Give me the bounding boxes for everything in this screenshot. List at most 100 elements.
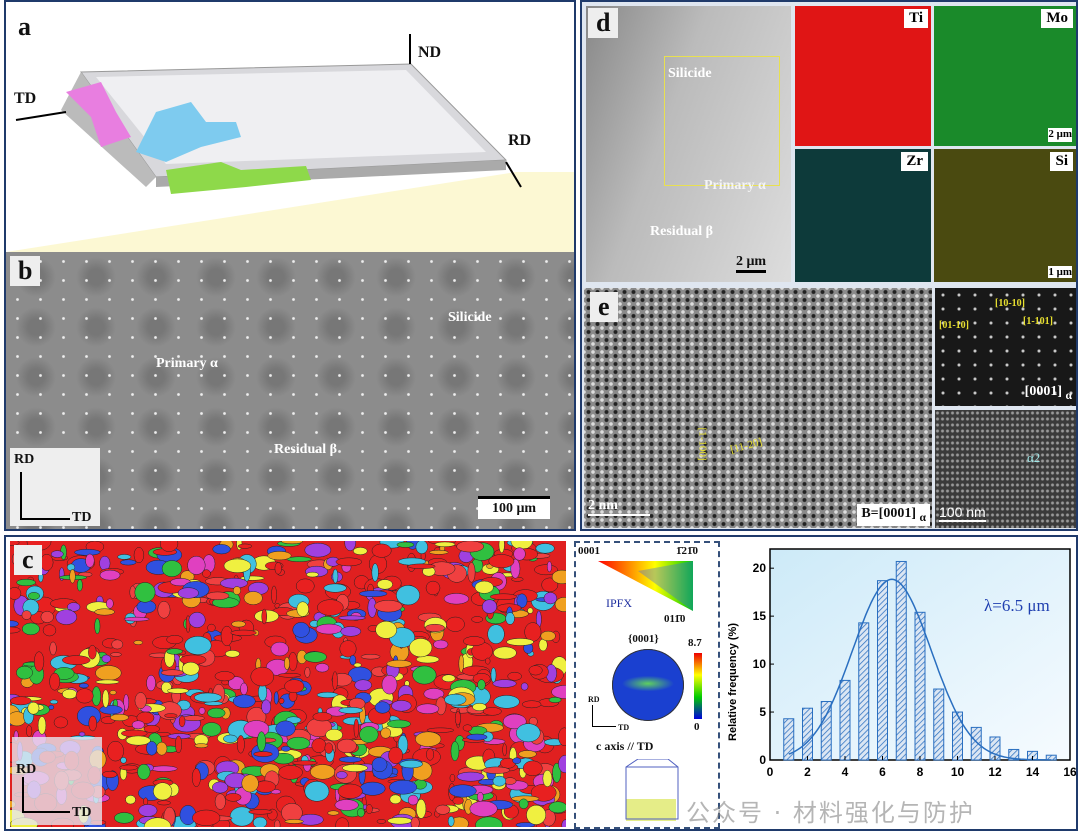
element-label: Ti — [904, 9, 928, 28]
ebsd-grain — [164, 713, 178, 718]
y-tick-label: 15 — [753, 609, 767, 623]
ebsd-grain — [477, 679, 486, 691]
ebsd-grain — [10, 626, 21, 634]
residual-beta-label: Residual β — [274, 442, 337, 457]
ebsd-grain — [136, 711, 155, 724]
ebsd-grain — [415, 731, 442, 747]
ebsd-grain — [306, 571, 319, 578]
ebsd-grain — [153, 782, 173, 801]
histogram-bar — [1008, 748, 1020, 761]
ipf-corner-1210: 1̄21̄0 — [676, 545, 698, 557]
ebsd-grain — [230, 629, 257, 636]
ebsd-grain — [359, 726, 379, 743]
x-tick-label: 16 — [1063, 765, 1076, 779]
ebsd-grain — [62, 688, 78, 700]
ebsd-grain — [284, 679, 305, 693]
ebsd-grain — [416, 703, 440, 714]
ebsd-grain — [311, 738, 327, 753]
ebsd-grain — [10, 696, 32, 706]
ebsd-grain — [241, 774, 259, 793]
ebsd-grain — [48, 704, 55, 710]
ebsd-grain — [120, 757, 127, 764]
ebsd-grain — [516, 593, 528, 608]
scale-bar: 2 μm — [1048, 128, 1072, 142]
ebsd-grain — [202, 569, 211, 578]
ebsd-grain — [150, 765, 178, 772]
ebsd-grain — [472, 702, 487, 712]
ebsd-grain — [357, 808, 365, 818]
ebsd-grain — [391, 700, 412, 712]
ebsd-grain — [334, 799, 359, 811]
ebsd-grain — [528, 665, 543, 676]
gaussian-fit-curve — [788, 578, 1052, 761]
ebsd-grain — [441, 674, 456, 683]
ebsd-grain — [78, 683, 89, 689]
ebsd-grain — [444, 693, 467, 706]
ebsd-grain — [505, 612, 515, 625]
ebsd-grain — [338, 756, 362, 763]
ebsd-grain — [232, 586, 241, 595]
ebsd-grain — [74, 549, 101, 556]
watermark: 公众号 · 材料强化与防护 — [686, 799, 975, 827]
histogram-bar — [895, 560, 907, 761]
ebsd-map — [10, 541, 566, 827]
sample-schematic — [6, 34, 574, 252]
ebsd-grain — [518, 798, 529, 809]
ebsd-grain — [277, 672, 302, 678]
ebsd-grain — [466, 733, 488, 741]
ebsd-grain — [201, 722, 222, 737]
ebsd-grain — [477, 791, 484, 802]
panel-a-label: a — [10, 12, 39, 42]
ebsd-grain — [191, 768, 201, 788]
ebsd-grain — [207, 707, 226, 719]
ebsd-grain — [527, 607, 534, 614]
histogram-bar — [839, 679, 851, 761]
ebsd-grain — [243, 591, 263, 605]
ebsd-grain — [49, 699, 59, 705]
ebsd-grain — [389, 794, 402, 805]
ebsd-grain — [551, 569, 566, 585]
ebsd-grain — [359, 781, 386, 796]
ebsd-grain — [88, 715, 97, 732]
zone-axis-text: B=[0001] — [861, 506, 916, 522]
ebsd-grain — [161, 560, 183, 577]
ebsd-grain — [449, 773, 456, 783]
fft-pattern: [01-10] [10-10] [1-101] [0001] α — [935, 288, 1076, 406]
ebsd-grain — [273, 691, 279, 705]
ebsd-grain — [125, 795, 136, 805]
ebsd-grain — [37, 716, 47, 735]
ebsd-grain — [78, 731, 86, 737]
ebsd-grain — [471, 616, 484, 623]
ebsd-grain — [274, 562, 282, 575]
ebsd-grain — [463, 636, 485, 647]
zone-axis-sub: α — [919, 511, 926, 524]
ebsd-grain — [399, 760, 423, 769]
ebsd-grain — [512, 757, 522, 764]
panel-c-label: c — [14, 545, 42, 575]
ebsd-grain — [292, 622, 310, 638]
scale-bar: 2 μm — [736, 254, 767, 273]
ebsd-grain — [445, 616, 465, 632]
ebsd-grain — [278, 765, 303, 780]
ebsd-grain — [40, 554, 54, 571]
ebsd-grain — [111, 639, 124, 650]
ebsd-grain — [167, 687, 189, 694]
ebsd-grain — [354, 679, 372, 691]
ebsd-grain — [376, 579, 393, 590]
ebsd-grain — [10, 587, 22, 600]
ebsd-grain — [304, 666, 311, 678]
ebsd-grain — [492, 775, 507, 787]
scale-bar: 100 μm — [478, 496, 551, 519]
ebsd-grain — [261, 608, 268, 625]
ebsd-grain — [143, 817, 172, 827]
ebsd-grain — [312, 712, 333, 722]
ebsd-grain — [554, 597, 566, 612]
ebsd-grain — [281, 541, 303, 545]
ebsd-grain — [270, 641, 289, 657]
ebsd-grain — [110, 652, 122, 657]
ipf-title: IPFX — [606, 596, 633, 610]
fft-spot-01-10: [01-10] — [939, 320, 969, 331]
ebsd-grain — [303, 651, 327, 663]
rd-td-axes-icon — [20, 472, 70, 520]
primary-alpha-label: Primary α — [156, 356, 218, 371]
